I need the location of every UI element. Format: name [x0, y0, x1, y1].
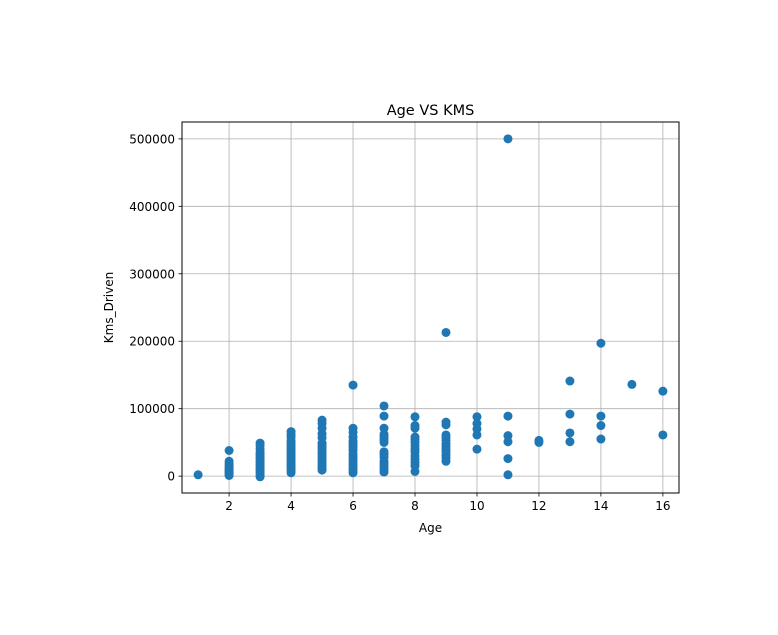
y-tick-label: 400000 — [129, 200, 175, 214]
data-point — [348, 380, 358, 390]
data-point — [410, 466, 420, 476]
x-tick-label: 2 — [225, 499, 233, 513]
data-point — [565, 437, 575, 447]
data-point — [596, 421, 606, 431]
data-point — [596, 434, 606, 444]
data-point — [317, 465, 327, 475]
data-point — [255, 472, 265, 482]
data-point — [627, 379, 637, 389]
y-tick-label: 100000 — [129, 402, 175, 416]
data-point — [503, 134, 513, 144]
data-point — [410, 412, 420, 422]
x-tick-label: 16 — [655, 499, 670, 513]
data-point — [286, 468, 296, 478]
x-axis-label: Age — [419, 521, 442, 535]
data-point — [224, 470, 234, 480]
data-point — [379, 437, 389, 447]
x-tick-label: 10 — [469, 499, 484, 513]
plot-area-background — [182, 122, 679, 493]
data-points — [193, 134, 668, 482]
data-point — [472, 444, 482, 454]
data-point — [472, 430, 482, 440]
data-point — [379, 411, 389, 421]
y-tick-label: 200000 — [129, 335, 175, 349]
data-point — [410, 423, 420, 433]
data-point — [534, 437, 544, 447]
y-tick-label: 0 — [167, 470, 175, 484]
y-axis-label: Kms_Driven — [102, 272, 116, 343]
y-tick-label: 300000 — [129, 267, 175, 281]
data-point — [565, 428, 575, 438]
data-point — [441, 456, 451, 466]
data-point — [379, 401, 389, 411]
data-point — [565, 409, 575, 419]
x-axis-ticks: 2 4 6 8 10 12 14 16 — [225, 493, 671, 513]
data-point — [596, 338, 606, 348]
x-tick-label: 14 — [593, 499, 608, 513]
data-point — [441, 327, 451, 337]
chart-title: Age VS KMS — [387, 103, 475, 119]
x-tick-label: 12 — [531, 499, 546, 513]
data-point — [658, 386, 668, 396]
x-tick-label: 8 — [411, 499, 419, 513]
data-point — [503, 437, 513, 447]
data-point — [503, 411, 513, 421]
plot-frame — [181, 121, 680, 494]
data-point — [224, 446, 234, 456]
y-tick-label: 500000 — [129, 132, 175, 146]
data-point — [658, 430, 668, 440]
y-axis-ticks: 0 100000 200000 300000 400000 500000 — [129, 132, 182, 484]
data-point — [193, 470, 203, 480]
data-point — [379, 467, 389, 477]
data-point — [503, 454, 513, 464]
x-tick-label: 4 — [287, 499, 295, 513]
data-point — [472, 412, 482, 422]
x-tick-label: 6 — [349, 499, 357, 513]
data-point — [441, 420, 451, 430]
data-point — [596, 411, 606, 421]
data-point — [503, 470, 513, 480]
data-point — [565, 376, 575, 386]
data-point — [348, 468, 358, 478]
